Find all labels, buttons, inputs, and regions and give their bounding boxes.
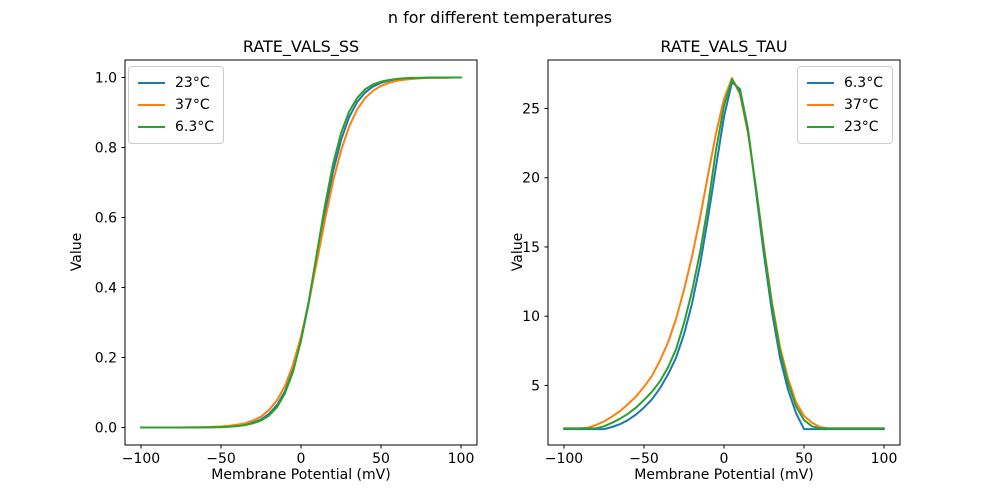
legend-item: 6.3°C	[806, 72, 883, 94]
x-tick-label: 0	[297, 451, 306, 467]
legend-item: 23°C	[138, 72, 214, 94]
legend-line-swatch	[138, 103, 165, 107]
legend-item: 37°C	[138, 94, 214, 116]
y-tick-label: 15	[522, 240, 540, 256]
legend-line-swatch	[806, 103, 834, 107]
legend-ss: 23°C 37°C 6.3°C	[128, 66, 225, 144]
legend-line-swatch	[138, 81, 165, 85]
x-tick-label: −100	[122, 451, 160, 467]
legend-line-swatch	[806, 81, 834, 85]
legend-label: 6.3°C	[843, 75, 883, 91]
legend-tau: 6.3°C 37°C 23°C	[796, 66, 893, 144]
legend-line-swatch	[138, 125, 165, 129]
x-tick-label: −50	[629, 451, 659, 467]
x-tick-label: −50	[206, 451, 236, 467]
x-tick-label: 100	[448, 451, 475, 467]
x-tick-label: 0	[720, 451, 729, 467]
y-tick-label: 0.0	[95, 421, 117, 437]
y-tick-label: 1.0	[95, 71, 117, 87]
legend-label: 6.3°C	[175, 119, 215, 135]
series-line-23C	[563, 78, 885, 430]
y-tick-label: 5	[531, 378, 540, 394]
y-tick-label: 0.8	[95, 141, 117, 157]
series-line-6.3C	[140, 76, 462, 429]
legend-line-swatch	[806, 125, 834, 129]
x-tick-label: 50	[372, 451, 390, 467]
xlabel-ss: Membrane Potential (mV)	[211, 467, 391, 483]
legend-label: 23°C	[175, 75, 210, 91]
figure-title: n for different temperatures	[387, 8, 613, 27]
legend-label: 23°C	[843, 119, 879, 135]
legend-label: 37°C	[843, 97, 879, 113]
subplot-1: −100 −50 0 50 100 5 10 15 20 25	[522, 59, 901, 467]
legend-item: 37°C	[806, 94, 883, 116]
y-tick-label: 10	[522, 309, 540, 325]
x-tick-label: 100	[871, 451, 898, 467]
x-tick-label: −100	[545, 451, 583, 467]
xlabel-tau: Membrane Potential (mV)	[634, 467, 814, 483]
x-tick-label: 50	[795, 451, 813, 467]
y-tick-label: 0.2	[95, 351, 117, 367]
y-tick-label: 0.6	[95, 211, 117, 227]
subplot-title-tau: RATE_VALS_TAU	[660, 37, 788, 56]
y-tick-label: 20	[522, 171, 540, 187]
subplot-title-ss: RATE_VALS_SS	[242, 37, 360, 56]
legend-item: 23°C	[806, 116, 883, 138]
subplot-0: −100 −50 0 50 100 0.0 0.2 0.4 0.6 0.8 1.0	[95, 59, 478, 467]
y-tick-label: 0.4	[95, 281, 117, 297]
legend-item: 6.3°C	[138, 116, 214, 138]
y-tick-label: 25	[522, 101, 540, 117]
legend-label: 37°C	[175, 97, 210, 113]
